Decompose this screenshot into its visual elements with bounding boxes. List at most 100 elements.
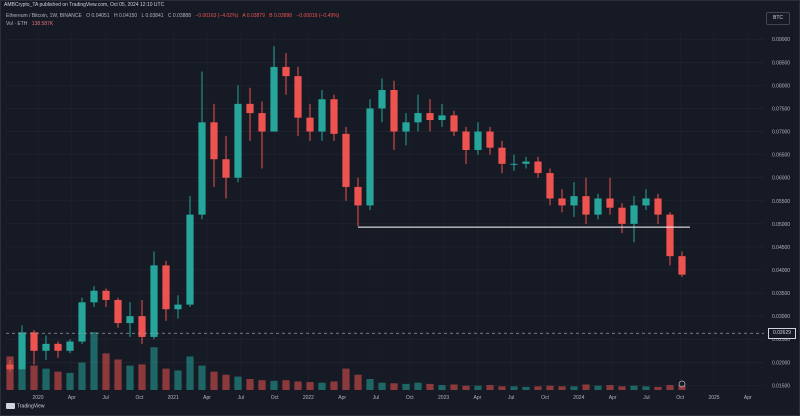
candle-body (426, 113, 434, 120)
volume-bar (270, 380, 278, 390)
candle-body (174, 304, 182, 310)
candle-body (138, 316, 146, 337)
candle-body (450, 115, 458, 132)
volume-bar (630, 385, 638, 390)
candle-body (246, 103, 254, 114)
volume-bar (666, 385, 674, 390)
candle-body (402, 122, 410, 132)
volume-bar (342, 368, 350, 390)
open-value: O 0.04051 (86, 13, 110, 19)
volume-bar (618, 386, 626, 390)
x-tick-label: Oct (541, 395, 549, 401)
low-value: L 0.03841 (141, 13, 164, 19)
symbol-name[interactable]: Ethereum / Bitcoin, 1W, BINANCE (6, 13, 82, 19)
grid (6, 30, 764, 390)
spread-value: −0.00019 (−0.49%) (296, 13, 340, 19)
volume-bar (126, 365, 134, 390)
candle-body (294, 76, 302, 118)
candle-body (342, 133, 350, 187)
volume-bar (282, 380, 290, 390)
x-tick-label: Apr (68, 395, 76, 401)
candle-body (654, 198, 662, 215)
volume-bar (210, 371, 218, 390)
candle-body (438, 115, 446, 120)
y-tick-label: 0.06500 (772, 153, 790, 159)
x-tick-label: Apr (338, 395, 346, 401)
volume-bar (198, 365, 206, 390)
high-value: H 0.04150 (114, 13, 138, 19)
volume-bar (258, 380, 266, 390)
candle-body (258, 113, 266, 132)
x-axis-labels: 2020 Apr Jul Oct 2021 Apr Jul Oct 2022 Apr Jul Oct 2… (32, 395, 752, 401)
volume-bar (54, 371, 62, 390)
candle-body (114, 300, 122, 324)
volume-bar (114, 359, 122, 390)
volume-legend: Vol · ETH 138.587K (6, 21, 56, 27)
candle-body (198, 122, 206, 215)
volume-value: 138.587K (31, 21, 54, 27)
candle-body (126, 316, 134, 324)
volume-bar (78, 362, 86, 390)
y-tick-label: 0.03000 (772, 314, 790, 320)
x-tick-label: Jul (102, 395, 108, 401)
volume-bar (570, 386, 578, 390)
candle-body (558, 198, 566, 206)
x-tick-label: 2021 (168, 395, 179, 401)
volume-bar (162, 368, 170, 390)
candle-body (318, 99, 326, 132)
candle-body (546, 173, 554, 199)
volume-bar (174, 370, 182, 390)
y-tick-label: 0.02000 (772, 360, 790, 366)
volume-bar (30, 365, 38, 390)
candle-body (414, 113, 422, 123)
y-tick-label: 0.09000 (772, 37, 790, 43)
candle-body (18, 332, 26, 370)
candle-body (642, 198, 650, 206)
candle-body (474, 131, 482, 150)
volume-bar (546, 385, 554, 390)
symbol-legend: Ethereum / Bitcoin, 1W, BINANCE O 0.0405… (6, 13, 342, 19)
y-tick-label: 0.02500 (772, 337, 790, 343)
x-tick-label: Jul (373, 395, 379, 401)
close-value: C 0.03888 (167, 13, 191, 19)
y-tick-label: 0.08000 (772, 83, 790, 89)
candle-body (570, 196, 578, 206)
y-tick-label: 0.03500 (772, 291, 790, 297)
x-tick-label: Oct (676, 395, 684, 401)
candle-body (210, 122, 218, 160)
volume-bar (390, 383, 398, 390)
candle-body (522, 161, 530, 164)
candle-body (666, 214, 674, 257)
volume-bars (6, 332, 686, 390)
volume-bar (522, 386, 530, 390)
currency-badge[interactable]: BTC (766, 12, 790, 25)
candle-body (42, 343, 50, 351)
volume-bar (474, 385, 482, 390)
volume-bar (294, 381, 302, 390)
candle-body (606, 198, 614, 208)
candle-body (594, 198, 602, 215)
x-tick-label: Apr (203, 395, 211, 401)
volume-bar (150, 347, 158, 390)
candle-body (486, 131, 494, 148)
change-value: −0.00163 (−4.02%) (195, 13, 239, 19)
x-tick-label: Apr (609, 395, 617, 401)
x-tick-label: Oct (271, 395, 279, 401)
y-tick-label: 0.06000 (772, 176, 790, 182)
annotation-lines (6, 226, 764, 388)
candle-body (618, 207, 626, 224)
x-tick-label: Apr (474, 395, 482, 401)
candle-body (54, 343, 62, 351)
volume-label[interactable]: Vol · ETH (6, 21, 28, 27)
candle-body (90, 290, 98, 303)
candle-body (186, 214, 194, 305)
tradingview-logo-icon (6, 403, 15, 409)
candle-body (678, 256, 686, 275)
tradingview-logo[interactable]: TradingView (6, 403, 45, 409)
candle-body (234, 103, 242, 178)
x-tick-label: Oct (406, 395, 414, 401)
volume-bar (138, 364, 146, 390)
bid-value: B 0.03898 (269, 13, 293, 19)
volume-bar (318, 382, 326, 390)
